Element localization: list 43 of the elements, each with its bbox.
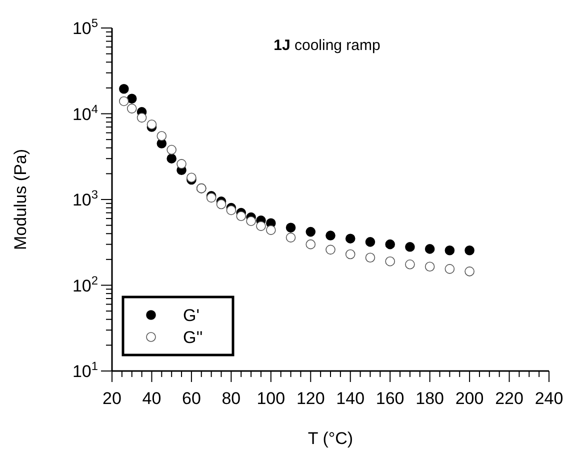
y-tick-label: 10$^{1}$	[72, 359, 98, 381]
point	[126, 94, 137, 104]
y-tick-label: 10$^{4}$	[72, 102, 98, 124]
point	[424, 244, 435, 254]
x-tick-label: 180	[416, 389, 444, 408]
point	[345, 234, 356, 244]
x-tick-label: 120	[296, 389, 325, 408]
point	[226, 205, 236, 216]
legend-label: G'	[183, 306, 200, 325]
x-tick-label: 160	[376, 389, 404, 408]
point	[176, 159, 186, 169]
point	[119, 84, 129, 94]
point	[444, 245, 455, 256]
point	[365, 237, 376, 247]
point	[385, 239, 395, 250]
point	[326, 230, 336, 240]
x-tick-label: 200	[455, 389, 484, 408]
x-tick-label: 80	[222, 389, 241, 408]
point	[136, 112, 147, 123]
x-tick-label: 240	[534, 389, 564, 408]
x-tick-label: 140	[336, 389, 365, 408]
x-axis-title: T (°C)	[308, 429, 354, 448]
point	[166, 154, 176, 164]
legend-label: G''	[183, 328, 203, 347]
y-tick-label: 10$^{3}$	[72, 188, 98, 210]
point	[286, 222, 296, 233]
text: 1J cooling ramp	[274, 37, 380, 54]
y-tick-label: 10$^{5}$	[72, 16, 98, 38]
point	[256, 221, 266, 231]
x-tick-label: 60	[182, 389, 201, 408]
point	[236, 211, 246, 222]
point	[216, 199, 226, 210]
point	[464, 245, 474, 256]
y-axis-title: Modulus (Pa)	[11, 148, 30, 250]
point	[146, 120, 157, 130]
x-tick-label: 20	[102, 389, 122, 408]
y-tick-label: 10$^{2}$	[72, 273, 98, 296]
point	[405, 242, 415, 252]
x-tick-label: 220	[495, 389, 524, 408]
point	[246, 216, 256, 226]
point	[306, 226, 316, 237]
x-tick-label: 40	[142, 389, 162, 408]
x-tick-label: 100	[256, 389, 286, 408]
